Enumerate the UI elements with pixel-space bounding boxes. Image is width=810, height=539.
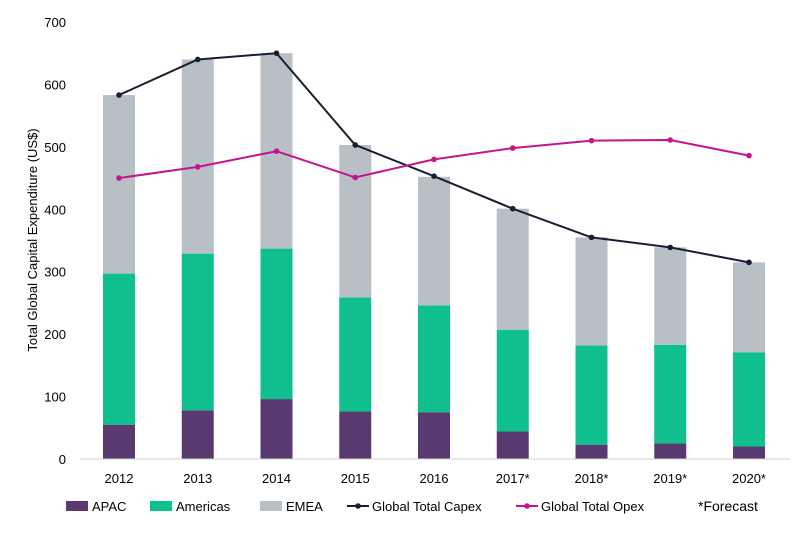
point-global-total-capex <box>667 244 674 251</box>
y-tick-label: 0 <box>59 452 66 467</box>
bar-americas-2016 <box>418 305 450 413</box>
bar-stacks <box>103 53 765 459</box>
bar-apac-2013 <box>181 410 214 459</box>
bar-americas-2012 <box>103 273 135 425</box>
bar-emea-2019 <box>654 247 687 345</box>
bar-emea-2017 <box>496 208 529 330</box>
x-tick-label: 2018* <box>575 471 609 486</box>
bar-emea-2020 <box>733 262 765 353</box>
y-tick-label: 100 <box>44 390 66 405</box>
bar-americas-2014 <box>260 248 293 400</box>
point-global-total-opex <box>116 175 122 181</box>
x-tick-label: 2012 <box>105 471 134 486</box>
point-global-total-capex <box>352 142 359 148</box>
point-global-total-capex <box>431 173 437 179</box>
y-tick-label: 400 <box>44 202 66 217</box>
y-tick-label: 200 <box>44 327 66 342</box>
bar-apac-2020 <box>733 446 765 459</box>
point-global-total-capex <box>194 56 201 63</box>
point-global-total-capex <box>746 259 752 266</box>
x-tick-label: 2019* <box>653 471 687 486</box>
bar-apac-2016 <box>418 412 450 459</box>
x-axis-ticks: 2012 2013 2014 2015 2016 2017* 2018* 2019* 2020* <box>105 471 766 486</box>
point-global-total-opex <box>194 164 201 170</box>
bar-emea-2018 <box>575 237 608 346</box>
bar-americas-2017 <box>496 329 529 432</box>
bar-americas-2019 <box>654 344 687 444</box>
bar-apac-2018 <box>575 444 608 459</box>
bar-americas-2013 <box>181 253 214 411</box>
point-global-total-opex <box>509 145 516 151</box>
legend-swatch <box>150 501 172 511</box>
bar-emea-2015 <box>339 144 372 298</box>
bar-americas-2020 <box>733 352 765 447</box>
point-global-total-opex <box>667 137 674 143</box>
x-tick-label: 2015 <box>341 471 370 486</box>
bar-emea-2013 <box>181 59 214 254</box>
legend-label: EMEA <box>286 499 323 514</box>
y-axis-ticks: 0 100 200 300 400 500 600 700 <box>44 15 66 467</box>
y-axis-title: Total Global Capital Expenditure (US$) <box>25 128 40 351</box>
bar-emea-2016 <box>418 176 450 306</box>
legend: APAC Americas EMEA Global Total Capex Global… <box>66 499 645 514</box>
x-tick-label: 2020* <box>732 471 766 486</box>
x-tick-label: 2016 <box>420 471 449 486</box>
bar-apac-2017 <box>496 431 529 459</box>
legend-marker <box>524 503 530 509</box>
legend-swatch <box>66 501 88 511</box>
legend-label: Global Total Opex <box>541 499 645 514</box>
point-global-total-capex <box>509 205 516 212</box>
bar-americas-2015 <box>339 297 372 412</box>
forecast-note: *Forecast <box>698 498 758 514</box>
legend-swatch <box>260 501 282 511</box>
y-tick-label: 300 <box>44 265 66 280</box>
legend-label: Global Total Capex <box>372 499 482 514</box>
bar-emea-2012 <box>103 95 135 274</box>
point-global-total-opex <box>746 152 752 159</box>
legend-label: Americas <box>176 499 231 514</box>
legend-marker <box>355 503 361 509</box>
point-global-total-opex <box>588 137 595 144</box>
point-global-total-capex <box>273 50 280 57</box>
bar-apac-2019 <box>654 443 687 459</box>
point-global-total-capex <box>588 234 595 241</box>
bar-apac-2015 <box>339 411 372 459</box>
point-global-total-capex <box>116 92 122 98</box>
x-tick-label: 2014 <box>262 471 291 486</box>
y-tick-label: 500 <box>44 140 66 155</box>
point-global-total-opex <box>273 148 280 155</box>
y-tick-label: 600 <box>44 77 66 92</box>
x-tick-label: 2013 <box>183 471 212 486</box>
x-tick-label: 2017* <box>496 471 530 486</box>
bar-americas-2018 <box>575 345 608 445</box>
line-series <box>116 50 752 266</box>
bar-apac-2014 <box>260 399 293 459</box>
point-global-total-opex <box>352 174 359 181</box>
legend-label: APAC <box>92 499 126 514</box>
y-tick-label: 700 <box>44 15 66 30</box>
point-global-total-opex <box>431 156 437 163</box>
bar-apac-2012 <box>103 424 135 459</box>
